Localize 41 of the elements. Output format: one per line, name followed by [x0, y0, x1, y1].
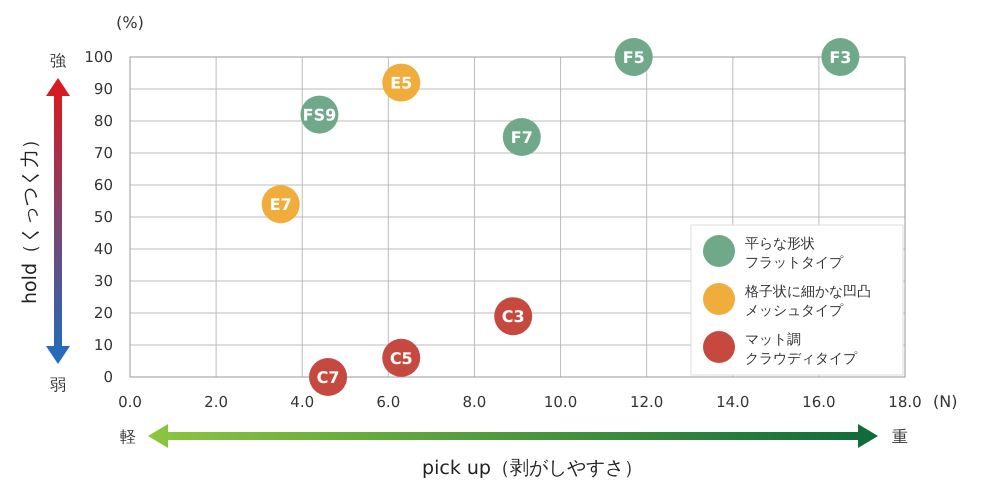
y-tick-label: 40 — [94, 240, 113, 258]
y-tick-label: 20 — [94, 304, 113, 322]
y-tick-label: 90 — [94, 80, 113, 98]
x-tick-label: 6.0 — [376, 393, 400, 411]
text: 強 — [50, 51, 66, 70]
annotation: F3 — [829, 48, 852, 67]
annotation: C7 — [316, 368, 340, 387]
text: 軽 — [120, 427, 136, 446]
x-tick-label: 0.0 — [118, 393, 142, 411]
x-tick-label: 2.0 — [204, 393, 228, 411]
y-tick-label: 60 — [94, 176, 113, 194]
text: (N) — [933, 392, 958, 411]
x-tick-label: 16.0 — [802, 393, 836, 411]
y-tick-label: 70 — [94, 144, 113, 162]
y-axis-title: hold（くっつく力） — [19, 130, 41, 304]
y-tick-label: 100 — [84, 48, 113, 66]
y-tick-label: 0 — [103, 368, 113, 386]
annotation: C5 — [390, 348, 413, 368]
x-tick-label: 8.0 — [462, 393, 486, 411]
x-tick-label: 18.0 — [888, 393, 922, 411]
x-tick-label: 4.0 — [290, 393, 314, 411]
text: (%) — [116, 13, 144, 32]
x-tick-label: 12.0 — [630, 393, 664, 411]
x-tick-label: 14.0 — [716, 393, 750, 411]
annotation: E5 — [390, 74, 412, 93]
x-axis-title: pick up（剥がしやすさ） — [422, 457, 643, 479]
x-tick-label: 10.0 — [544, 393, 578, 411]
y-tick-label: 50 — [94, 208, 113, 226]
annotation: E7 — [270, 195, 292, 214]
y-tick-label: 10 — [94, 336, 113, 354]
legend-label: 格子状に細かな凹凸メッシュタイプ — [744, 284, 871, 319]
text: 弱 — [50, 375, 66, 394]
text: 重 — [892, 427, 908, 446]
annotation: F5 — [622, 48, 645, 67]
legend-label: 平らな形状フラットタイプ — [745, 236, 844, 271]
annotation: FS9 — [302, 106, 336, 125]
y-tick-label: 80 — [94, 112, 113, 130]
legend-label: マット調クラウディタイプ — [745, 332, 858, 367]
annotation: F7 — [510, 128, 533, 147]
annotation: C3 — [502, 307, 525, 326]
y-tick-label: 30 — [94, 272, 113, 290]
